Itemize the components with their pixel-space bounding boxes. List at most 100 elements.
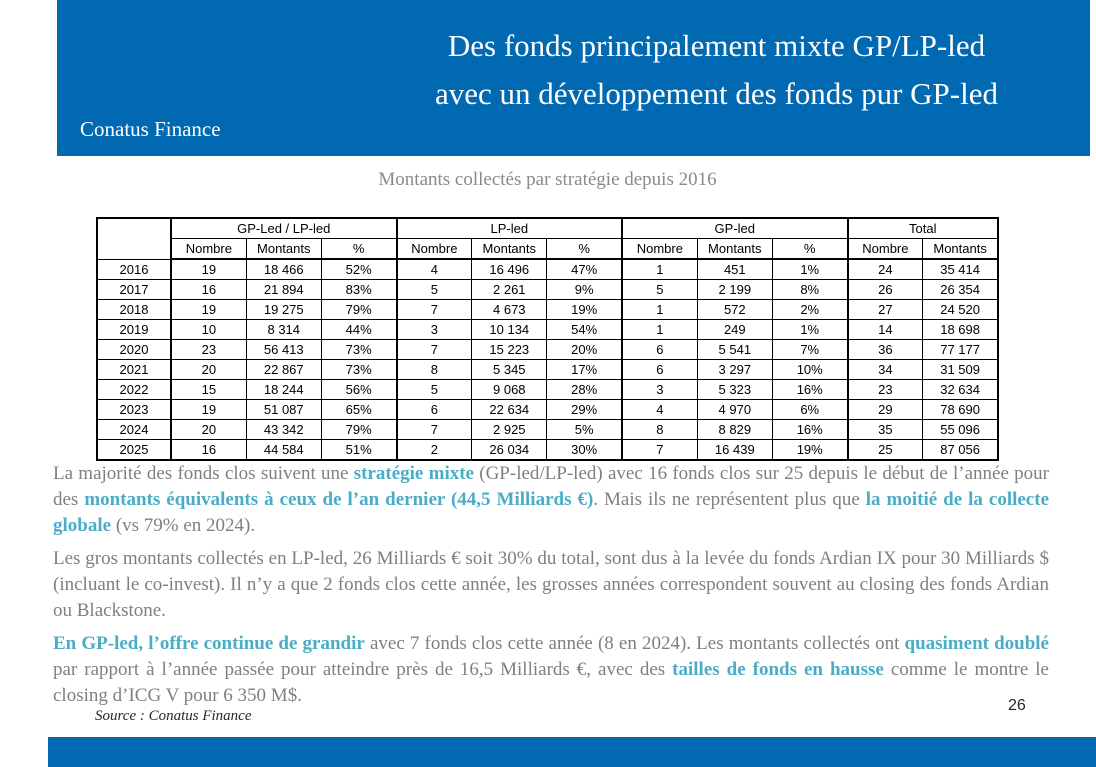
value-cell: 43 342 — [245, 419, 322, 440]
value-cell: 29 — [846, 399, 924, 420]
value-cell: 73% — [320, 359, 398, 380]
body-paragraph: En GP-led, l’offre continue de grandir a… — [53, 631, 1049, 709]
value-cell: 2 199 — [696, 279, 773, 300]
value-cell: 1 — [621, 258, 698, 280]
value-cell: 32 634 — [922, 379, 999, 400]
value-cell: 14 — [846, 319, 924, 340]
accent-text: montants équivalents à ceux de l’an dern… — [84, 489, 594, 510]
value-cell: 7 — [395, 339, 473, 360]
year-cell: 2016 — [96, 258, 172, 280]
value-cell: 21 894 — [245, 279, 322, 300]
value-cell: 16 — [169, 439, 247, 461]
table-row: 2019 10 8 314 44% 3 10 134 54% 1 249 1% 14 18 698 — [96, 319, 999, 340]
accent-text: stratégie mixte — [353, 463, 474, 484]
body-text-segment: avec 7 fonds clos cette année (8 en 2024… — [364, 633, 905, 654]
value-cell: 5 — [395, 279, 473, 300]
value-cell: 15 — [169, 379, 247, 400]
value-cell: 31 509 — [922, 359, 999, 380]
column-group-header: Total — [846, 217, 999, 239]
column-group-header: GP-Led / LP-led — [170, 217, 398, 239]
table-row: 2017 16 21 894 83% 5 2 261 9% 5 2 199 8% 26 26 354 — [96, 279, 999, 300]
body-text-segment: (GP-led/LP-led) avec 16 fonds clos sur 2… — [53, 463, 1050, 510]
table-corner-cell — [96, 217, 172, 260]
value-cell: 451 — [696, 258, 773, 280]
value-cell: 23 — [169, 339, 247, 360]
value-cell: 17% — [546, 359, 623, 380]
value-cell: 6 — [621, 359, 698, 380]
value-cell: 1 — [621, 319, 698, 340]
value-cell: 26 034 — [471, 439, 548, 461]
body-paragraph: Les gros montants collectés en LP-led, 2… — [53, 546, 1049, 624]
year-cell: 2023 — [96, 399, 172, 420]
value-cell: 7 — [395, 419, 473, 440]
value-cell: 4 970 — [696, 399, 773, 420]
value-cell: 10% — [771, 359, 849, 380]
year-cell: 2021 — [96, 359, 172, 380]
column-header: % — [546, 238, 623, 260]
source-note: Source : Conatus Finance — [95, 708, 252, 724]
value-cell: 28% — [546, 379, 623, 400]
value-cell: 22 867 — [245, 359, 322, 380]
value-cell: 2 925 — [471, 419, 548, 440]
value-cell: 2 — [395, 439, 473, 461]
value-cell: 2% — [771, 299, 849, 320]
value-cell: 15 223 — [471, 339, 548, 360]
year-cell: 2018 — [96, 299, 172, 320]
value-cell: 73% — [320, 339, 398, 360]
value-cell: 3 — [395, 319, 473, 340]
value-cell: 3 — [621, 379, 698, 400]
body-text-segment: par rapport à l’année passée pour attein… — [53, 659, 673, 680]
value-cell: 6 — [621, 339, 698, 360]
year-cell: 2024 — [96, 419, 172, 440]
value-cell: 8 — [395, 359, 473, 380]
value-cell: 1% — [771, 319, 849, 340]
value-cell: 5 — [621, 279, 698, 300]
table-caption: Montants collectés par stratégie depuis … — [378, 169, 717, 190]
accent-text: En GP-led, l’offre continue de grandir — [53, 633, 365, 654]
value-cell: 4 — [621, 399, 698, 420]
value-cell: 23 — [846, 379, 924, 400]
table-row: 2021 20 22 867 73% 8 5 345 17% 6 3 297 10% 34 31 50… — [96, 359, 999, 380]
value-cell: 54% — [546, 319, 623, 340]
column-header: Montants — [471, 238, 548, 260]
body-text-segment: (vs 79% en 2024). — [111, 515, 256, 536]
value-cell: 16 — [169, 279, 247, 300]
value-cell: 20% — [546, 339, 623, 360]
value-cell: 5% — [546, 419, 623, 440]
value-cell: 55 096 — [922, 419, 999, 440]
value-cell: 51% — [320, 439, 398, 461]
value-cell: 1% — [771, 258, 849, 280]
table-row: 2022 15 18 244 56% 5 9 068 28% 3 5 323 16% 23 32 63… — [96, 379, 999, 400]
body-text-segment: comme le montre le closing d’ICG V pour … — [53, 659, 1049, 706]
value-cell: 16% — [771, 419, 849, 440]
table-row: 2016 19 18 466 52% 4 16 496 47% 1 451 1% 24 35 414 — [96, 258, 999, 280]
column-header: Montants — [922, 238, 999, 260]
value-cell: 3 297 — [696, 359, 773, 380]
value-cell: 44% — [320, 319, 398, 340]
value-cell: 20 — [169, 359, 247, 380]
value-cell: 26 354 — [922, 279, 999, 300]
bottom-bar — [48, 737, 1096, 767]
value-cell: 51 087 — [245, 399, 322, 420]
value-cell: 16% — [771, 379, 849, 400]
value-cell: 24 — [846, 258, 924, 280]
column-header: Nombre — [621, 238, 698, 260]
column-header: Nombre — [395, 238, 473, 260]
value-cell: 52% — [320, 258, 398, 280]
value-cell: 35 — [846, 419, 924, 440]
brand-label: Conatus Finance — [80, 117, 221, 141]
value-cell: 36 — [846, 339, 924, 360]
slide-title-line1: Des fonds principalement mixte GP/LP-led — [447, 28, 986, 63]
column-header: Montants — [245, 238, 322, 260]
value-cell: 56% — [320, 379, 398, 400]
column-header: Montants — [696, 238, 773, 260]
value-cell: 30% — [546, 439, 623, 461]
value-cell: 7 — [621, 439, 698, 461]
body-paragraph: La majorité des fonds clos suivent une s… — [53, 461, 1049, 539]
value-cell: 6 — [395, 399, 473, 420]
column-header: Nombre — [169, 238, 247, 260]
value-cell: 18 244 — [245, 379, 322, 400]
column-group-header: GP-led — [621, 217, 849, 239]
value-cell: 27 — [846, 299, 924, 320]
year-cell: 2020 — [96, 339, 172, 360]
